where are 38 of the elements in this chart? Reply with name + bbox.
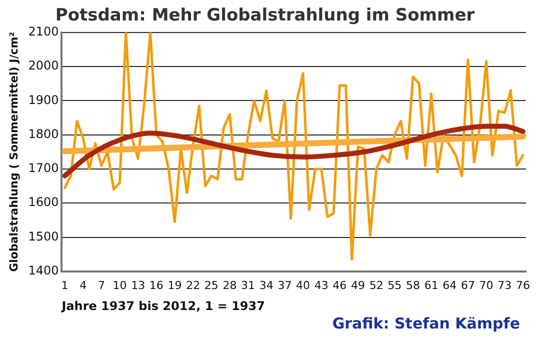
x-tick-label: 61 [424,278,438,292]
x-tick-label: 70 [479,278,494,292]
x-axis-title: Jahre 1937 bis 2012, 1 = 1937 [60,298,265,313]
x-tick-label: 7 [98,278,105,292]
x-tick-label: 46 [332,278,347,292]
x-tick-label: 25 [204,278,218,292]
x-tick-label: 40 [296,278,310,292]
x-tick-label: 13 [131,278,146,292]
chart-title: Potsdam: Mehr Globalstrahlung im Sommer [55,6,476,26]
x-tick-label: 37 [278,278,292,292]
x-tick-label: 55 [388,278,402,292]
y-tick-label: 1400 [28,264,59,278]
x-tick-label: 67 [460,278,475,292]
x-tick-label: 31 [241,278,256,292]
x-tick-label: 76 [516,278,530,292]
x-tick-label: 4 [80,278,87,292]
y-tick-label: 1900 [28,92,59,107]
y-tick-label: 2000 [28,58,59,73]
x-tick-label: 34 [259,278,274,292]
x-tick-label: 19 [168,278,182,292]
y-axis-title: Globalstrahlung ( Sommermittel) J/cm² [7,32,20,272]
y-tick-label: 1500 [28,229,59,244]
x-tick-label: 1 [61,278,68,292]
x-tick-label: 58 [406,278,420,292]
x-tick-label: 10 [112,278,127,292]
x-tick-label: 49 [351,278,366,292]
text: Grafik: Stefan Kämpfe [332,314,520,332]
x-tick-label: 52 [369,278,384,292]
y-tick-label: 1700 [28,161,59,176]
x-tick-label: 64 [442,278,457,292]
x-tick-label: 22 [186,278,200,292]
x-tick-label: 43 [314,278,328,292]
x-tick-label: 73 [498,278,512,292]
x-tick-label: 28 [222,278,237,292]
y-tick-label: 1600 [28,195,59,210]
y-tick-label: 2100 [28,24,59,39]
x-tick-label: 16 [149,278,164,292]
y-tick-label: 1800 [28,126,59,141]
